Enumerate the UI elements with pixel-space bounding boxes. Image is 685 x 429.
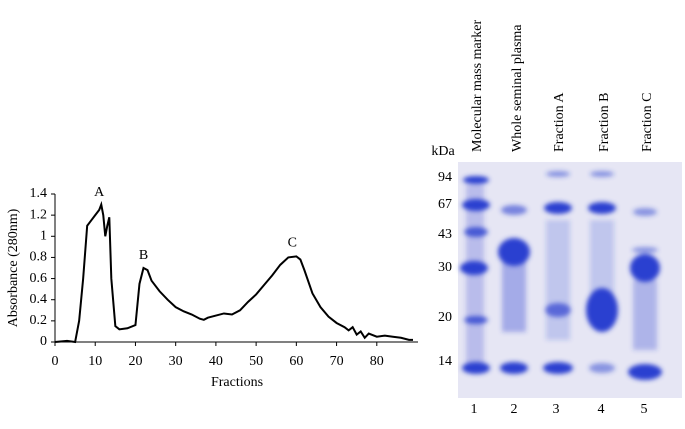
y-tick-label: 1 bbox=[40, 229, 47, 244]
band bbox=[501, 205, 527, 215]
lane-label: Fraction A bbox=[552, 92, 567, 152]
lane-label: Fraction B bbox=[597, 93, 612, 153]
band bbox=[628, 364, 662, 380]
band bbox=[630, 254, 660, 282]
band bbox=[543, 362, 573, 374]
y-tick-label: 1.4 bbox=[30, 186, 48, 201]
band bbox=[633, 208, 657, 216]
y-axis-label: Absorbance (280nm) bbox=[6, 208, 21, 327]
smear bbox=[633, 280, 657, 350]
y-tick-label: 0.8 bbox=[30, 250, 48, 265]
x-tick-label: 30 bbox=[169, 354, 183, 369]
lane-number: 1 bbox=[471, 402, 478, 417]
y-tick-label: 0 bbox=[40, 334, 47, 349]
band bbox=[546, 171, 570, 177]
band bbox=[544, 202, 572, 214]
smear bbox=[546, 220, 570, 340]
marker-label: 14 bbox=[438, 354, 452, 369]
annotation: B bbox=[139, 248, 148, 263]
marker-label: 94 bbox=[438, 170, 452, 185]
marker-label: 20 bbox=[438, 310, 452, 325]
y-tick-label: 0.4 bbox=[30, 292, 48, 307]
lane-label: Molecular mass marker bbox=[470, 19, 485, 152]
annotation: C bbox=[288, 236, 297, 251]
lane-number: 3 bbox=[553, 402, 560, 417]
smear bbox=[466, 185, 484, 365]
smear bbox=[502, 262, 526, 332]
marker-label: 30 bbox=[438, 260, 452, 275]
band bbox=[590, 171, 614, 177]
marker-label: 43 bbox=[438, 227, 452, 242]
x-tick-label: 20 bbox=[128, 354, 142, 369]
band bbox=[589, 363, 615, 373]
lane-number: 2 bbox=[511, 402, 518, 417]
x-tick-label: 10 bbox=[88, 354, 102, 369]
x-tick-label: 80 bbox=[370, 354, 384, 369]
lane-number: 4 bbox=[598, 402, 605, 417]
lane-number: 5 bbox=[641, 402, 648, 417]
x-tick-label: 50 bbox=[249, 354, 263, 369]
gel-bands bbox=[460, 171, 662, 380]
band bbox=[498, 238, 530, 266]
gel-unit: kDa bbox=[431, 144, 455, 159]
y-tick-label: 0.6 bbox=[30, 271, 48, 286]
smear bbox=[590, 220, 614, 300]
x-tick-label: 0 bbox=[52, 354, 59, 369]
x-tick-label: 60 bbox=[289, 354, 303, 369]
y-tick-label: 1.2 bbox=[30, 207, 48, 222]
band bbox=[500, 362, 528, 374]
marker-label: 67 bbox=[438, 197, 452, 212]
lane-label: Fraction C bbox=[640, 93, 655, 153]
line bbox=[54, 200, 413, 344]
band bbox=[463, 176, 489, 184]
lane-label: Whole seminal plasma bbox=[510, 24, 525, 152]
x-tick-label: 70 bbox=[330, 354, 344, 369]
x-axis-label: Fractions bbox=[211, 375, 263, 390]
band bbox=[632, 247, 658, 253]
annotation: A bbox=[94, 185, 105, 200]
band bbox=[588, 202, 616, 214]
y-tick-label: 0.2 bbox=[30, 313, 48, 328]
x-tick-label: 40 bbox=[209, 354, 223, 369]
